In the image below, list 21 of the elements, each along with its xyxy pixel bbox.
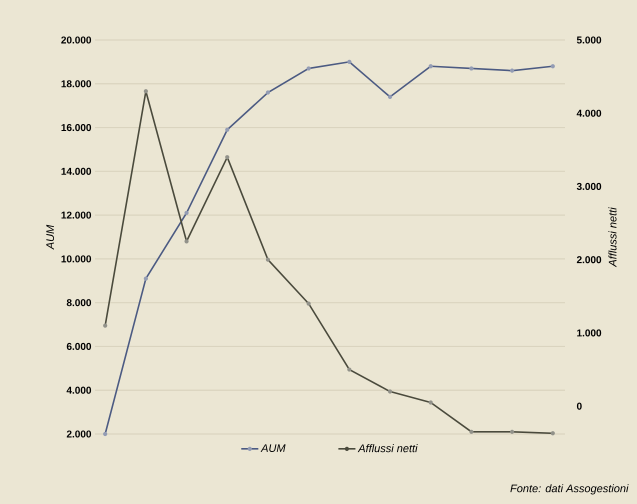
y-tick-label: 4.000 <box>66 386 92 394</box>
legend-label: Afflussi netti <box>358 444 418 452</box>
y2-tick-label: 1.000 <box>577 329 602 336</box>
y-tick-label: 12.000 <box>62 212 92 219</box>
y-tick-label: 8.000 <box>66 299 92 306</box>
y2-tick-label: 0 <box>576 402 582 410</box>
y-tick-label: 14.000 <box>62 168 92 175</box>
y-tick-label: 20.000 <box>61 36 92 44</box>
y2-tick-label: 4.000 <box>576 110 602 117</box>
y2-tick-label: 5.000 <box>576 36 602 44</box>
y-tick-label: 6.000 <box>66 342 92 350</box>
source-note: Fonte: dati Assogestioni <box>510 484 629 494</box>
legend-label: AUM <box>260 444 286 452</box>
y-tick-label: 16.000 <box>62 124 92 132</box>
y-axis-title: AUM <box>46 224 54 250</box>
y2-axis-title: Afflussi netti <box>608 207 617 268</box>
y-tick-label: 18.000 <box>62 80 92 88</box>
y-tick-label: 10.000 <box>62 255 92 262</box>
y2-tick-label: 2.000 <box>576 256 602 264</box>
y2-tick-label: 3.000 <box>576 182 602 190</box>
y-tick-label: 2.000 <box>66 430 92 438</box>
